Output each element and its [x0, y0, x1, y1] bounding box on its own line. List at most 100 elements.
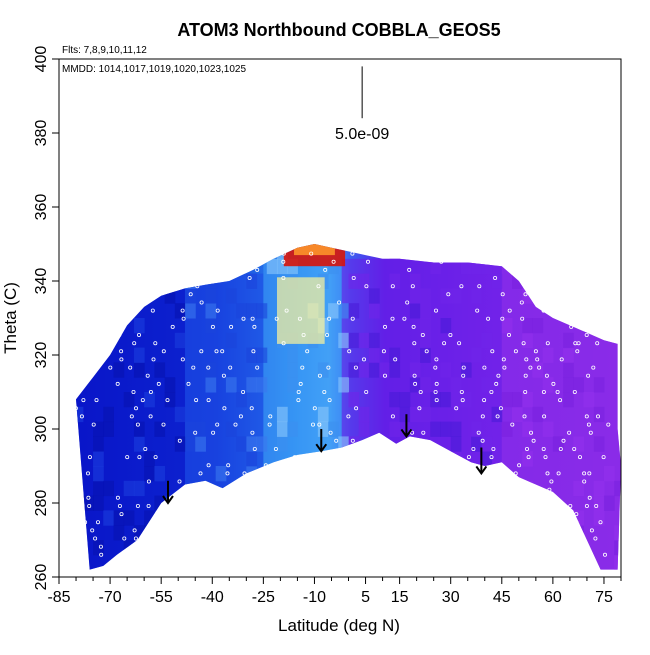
grid-cell: [389, 244, 401, 245]
sample-marker: [135, 503, 140, 508]
grid-cell: [236, 392, 247, 408]
grid-cell: [409, 406, 421, 423]
sample-marker: [480, 438, 485, 443]
grid-cell: [348, 451, 360, 467]
sample-marker: [433, 308, 438, 313]
grid-cell: [440, 318, 452, 334]
sample-marker: [556, 275, 561, 280]
sample-marker: [247, 275, 252, 280]
sample-marker: [475, 308, 480, 313]
sample-marker: [509, 487, 514, 492]
sample-marker: [593, 536, 598, 541]
sample-marker: [382, 324, 387, 329]
sample-marker: [489, 455, 494, 460]
sample-marker: [206, 463, 211, 468]
grid-cell: [440, 362, 452, 378]
sample-marker: [544, 373, 549, 378]
grid-cell: [338, 436, 350, 452]
sample-marker: [268, 414, 273, 419]
grid-cell: [409, 362, 421, 378]
sample-marker: [104, 267, 109, 272]
sample-marker: [433, 471, 438, 476]
sample-marker: [537, 520, 542, 525]
grid-cell: [76, 554, 84, 570]
grid-cell: [164, 495, 176, 511]
sample-marker: [534, 275, 539, 280]
sample-marker: [164, 520, 169, 525]
sample-marker: [252, 324, 257, 329]
sample-marker: [255, 365, 260, 370]
sample-marker: [99, 552, 104, 557]
sample-marker: [81, 398, 86, 403]
grid-cell: [399, 406, 411, 423]
sample-marker: [180, 308, 185, 313]
sample-marker: [153, 455, 158, 460]
sample-marker: [405, 300, 410, 305]
grid-cell: [348, 392, 360, 408]
sample-marker: [305, 544, 310, 549]
sample-marker: [136, 332, 141, 337]
grid-cell: [62, 392, 73, 407]
sample-marker: [428, 455, 433, 460]
grid-cell: [420, 406, 431, 423]
sample-marker: [603, 552, 608, 557]
sample-marker: [96, 520, 101, 525]
sample-marker: [364, 284, 369, 289]
grid-cell: [144, 258, 155, 275]
sample-marker: [242, 503, 247, 508]
sample-marker: [206, 398, 211, 403]
grid-cell: [287, 347, 298, 363]
grid-cell: [420, 332, 431, 349]
sample-marker: [323, 267, 328, 272]
sample-marker: [491, 528, 496, 533]
grid-cell: [460, 362, 472, 378]
grid-cell: [76, 510, 84, 526]
sample-marker: [498, 406, 503, 411]
sample-marker: [466, 455, 471, 460]
grid-cell: [185, 303, 196, 319]
sample-marker: [589, 528, 594, 533]
grid-cell: [460, 495, 472, 511]
grid-cell: [440, 540, 452, 556]
sample-marker: [545, 471, 550, 476]
sample-marker: [210, 324, 215, 329]
grid-cell: [276, 421, 288, 437]
sample-marker: [406, 455, 411, 460]
sample-marker: [508, 552, 513, 557]
sample-marker: [548, 495, 553, 500]
grid-cell: [440, 392, 452, 408]
grid-cell: [317, 554, 329, 570]
sample-marker: [527, 552, 532, 557]
sample-marker: [354, 406, 359, 411]
grid-cell: [348, 303, 360, 319]
sample-marker: [273, 495, 278, 500]
sample-marker: [91, 422, 96, 427]
sample-marker: [421, 430, 426, 435]
sample-marker: [588, 284, 593, 289]
sample-marker: [381, 349, 386, 354]
grid-cell: [266, 244, 278, 245]
grid-cell: [450, 377, 462, 393]
sample-marker: [540, 503, 545, 508]
sample-marker: [177, 479, 182, 484]
sample-marker: [298, 381, 303, 386]
sample-marker: [109, 292, 114, 297]
sample-marker: [569, 324, 574, 329]
x-tick-label: 75: [595, 589, 613, 606]
sample-marker: [144, 267, 149, 272]
hotspot-orange-band: [294, 244, 335, 256]
grid-cell: [76, 258, 84, 275]
grid-cell: [287, 510, 298, 526]
grid-cell: [174, 332, 186, 349]
grid-cell: [164, 540, 176, 556]
grid-cell: [389, 347, 401, 363]
sample-marker: [542, 414, 547, 419]
grid-cell: [471, 347, 482, 363]
grid-cell: [164, 392, 176, 408]
sample-marker: [226, 520, 231, 525]
sample-marker: [588, 251, 593, 256]
grid-cell: [389, 392, 401, 408]
sample-marker: [584, 503, 589, 508]
sample-marker: [500, 316, 505, 321]
sample-marker: [221, 373, 226, 378]
